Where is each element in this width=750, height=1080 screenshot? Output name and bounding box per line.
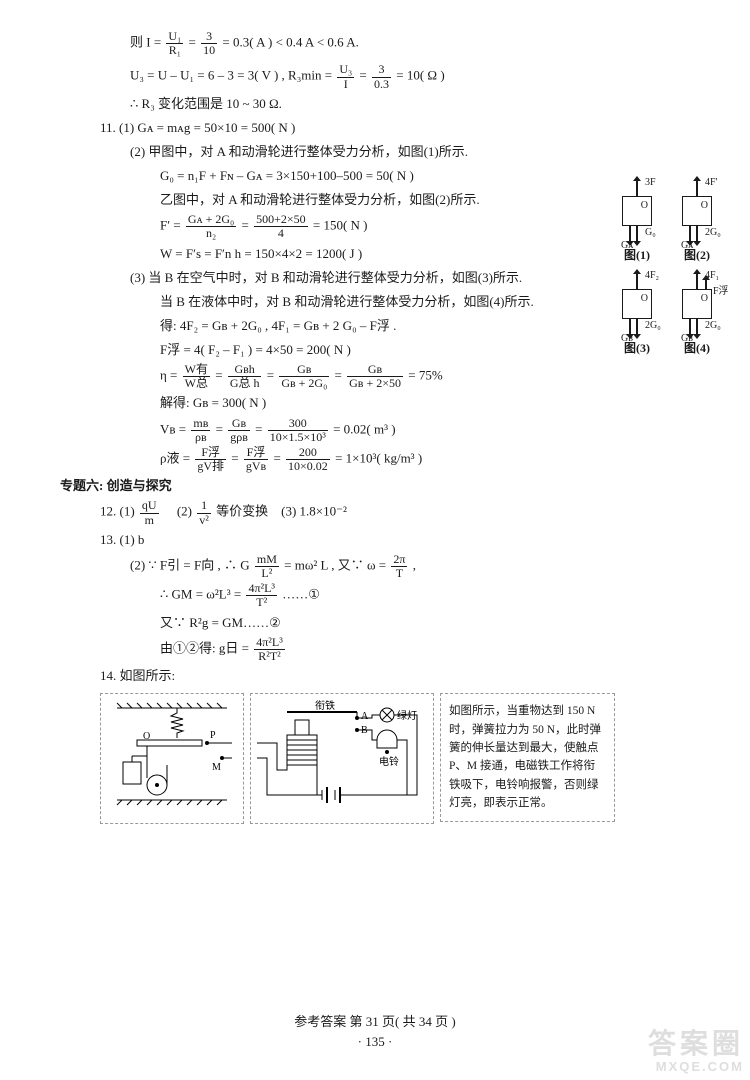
text: 则 I = [130, 35, 164, 50]
item-14: 14. 如图所示: [60, 665, 710, 687]
eq-line: ∴ GM = ω²L³ = 4π²L³T² ……① [60, 582, 710, 609]
circuit-box-left: O P M [100, 693, 244, 824]
figure-2: 4F′ 2G₀ Gᴀ 图(2) [672, 178, 722, 263]
section-6-heading: 专题六: 创造与探究 [60, 475, 710, 497]
eq-line: U₃ = U – U₁ = 6 – 3 = 3( V ) , R₃min = U… [60, 63, 710, 90]
svg-text:P: P [210, 730, 216, 741]
svg-text:M: M [212, 762, 221, 773]
text-line: (2) 甲图中，对 A 和动滑轮进行整体受力分析，如图(1)所示. [60, 141, 710, 163]
page-footer: 参考答案 第 31 页( 共 34 页 ) · 135 · [0, 1011, 750, 1050]
free-body-figures: 3F G₀ Gᴀ 图(1) 4F′ 2G₀ Gᴀ 图(2) 4F₂ 2G₀ Gʙ… [612, 178, 732, 356]
footer-line-1: 参考答案 第 31 页( 共 34 页 ) [0, 1011, 750, 1030]
electromagnet-diagram-icon: 衔铁 A 绿灯 B 电铃 [257, 700, 427, 810]
spring-diagram-icon: O P M [107, 700, 237, 810]
page-content: 则 I = U₁R₁ = 310 = 0.3( A ) < 0.4 A < 0.… [0, 0, 750, 844]
svg-text:电铃: 电铃 [379, 755, 399, 768]
item-13: 13. (1) b [60, 529, 710, 551]
eq-line: 则 I = U₁R₁ = 310 = 0.3( A ) < 0.4 A < 0.… [60, 30, 710, 57]
figure-4: 4F₁ F浮 2G₀ Gʙ 图(4) [672, 271, 722, 356]
page-number: · 135 · [0, 1034, 750, 1050]
eq-line: 由①②得: g日 = 4π²L³R²T² [60, 636, 710, 663]
watermark-url: MXQE.COM [648, 1060, 744, 1074]
svg-text:衔铁: 衔铁 [315, 700, 335, 712]
explanation-text: 如图所示，当重物达到 150 N 时，弹簧拉力为 50 N，此时弹簧的伸长量达到… [449, 705, 601, 809]
item-11: 11. (1) Gᴀ = mᴀg = 50×10 = 500( N ) [60, 117, 710, 139]
watermark-text: 答案圈 [648, 1028, 744, 1059]
svg-text:O: O [143, 731, 150, 742]
eq-line: 解得: Gʙ = 300( N ) [60, 392, 710, 414]
eq-line: Vʙ = mʙρʙ = Gʙgρʙ = 30010×1.5×10³ = 0.02… [60, 417, 710, 444]
figure-1: 3F G₀ Gᴀ 图(1) [612, 178, 662, 263]
watermark: 答案圈 MXQE.COM [648, 1029, 744, 1074]
text-line: ∴ R₃ 变化范围是 10 ~ 30 Ω. [60, 93, 710, 115]
svg-text:A: A [361, 711, 369, 722]
explanation-box: 如图所示，当重物达到 150 N 时，弹簧拉力为 50 N，此时弹簧的伸长量达到… [440, 693, 615, 821]
circuit-row: O P M [100, 693, 710, 824]
eq-line: η = W有W总 = GʙhG总 h = GʙGʙ + 2G₀ = GʙGʙ +… [60, 363, 710, 390]
eq-line: ρ液 = F浮gV排 = F浮gVʙ = 20010×0.02 = 1×10³(… [60, 446, 710, 473]
eq-line: 又∵ R²g = GM……② [60, 612, 710, 634]
eq-line: (2) ∵ F引 = F向 , ∴ G mML² = mω² L , 又∵ ω … [60, 553, 710, 580]
item-12: 12. (1) qUm (2) 1v² 等价变换 (3) 1.8×10⁻² [60, 499, 710, 526]
circuit-box-mid: 衔铁 A 绿灯 B 电铃 [250, 693, 434, 824]
figure-3: 4F₂ 2G₀ Gʙ 图(3) [612, 271, 662, 356]
